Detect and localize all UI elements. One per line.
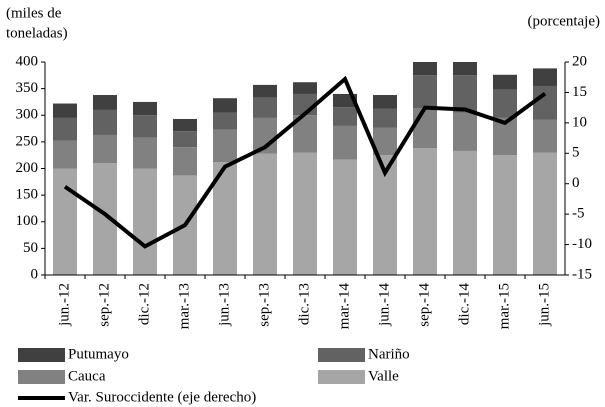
- bar-segment: [173, 147, 197, 176]
- bar-segment: [173, 118, 197, 132]
- x-tick-label: sep.-12: [96, 283, 112, 327]
- x-tick-label: dic.-13: [296, 283, 312, 325]
- bar-segment: [493, 74, 517, 90]
- y2-tick-label: 5: [572, 145, 580, 161]
- bar-segment: [53, 103, 77, 118]
- x-tick-label: jun.-13: [216, 283, 232, 327]
- y-tick-label: 150: [16, 187, 39, 203]
- x-tick-label: mar.-13: [176, 283, 192, 329]
- bar-segment: [93, 109, 117, 135]
- line-series: [63, 75, 547, 249]
- y2-axis-label: (porcentaje): [528, 13, 600, 29]
- x-tick-label: jun.-14: [376, 283, 392, 327]
- y-tick-label: 100: [16, 213, 39, 229]
- x-tick-label: dic.-14: [456, 283, 472, 326]
- x-tick-label: mar.-15: [496, 283, 512, 329]
- y2-tick-label: 0: [572, 175, 580, 191]
- bar-segment: [333, 159, 357, 275]
- x-tick-label: dic.-12: [136, 283, 152, 325]
- bar-segment: [213, 129, 237, 163]
- y-tick-label: 300: [16, 107, 39, 123]
- bar-segment: [493, 89, 517, 118]
- legend-label: Valle: [368, 368, 399, 384]
- y-axis-label: toneladas): [6, 25, 68, 41]
- bar-segment: [213, 112, 237, 130]
- bar-segment: [213, 98, 237, 113]
- legend-swatch: [18, 348, 65, 362]
- bar-segment: [293, 82, 317, 94]
- legend-swatch: [318, 348, 365, 362]
- bar-segment: [253, 97, 277, 118]
- bar-segment: [453, 75, 477, 113]
- bar-segment: [253, 153, 277, 275]
- y2-tick-label: 10: [572, 114, 587, 130]
- bar-segment: [373, 95, 397, 109]
- bar-segment: [333, 125, 357, 160]
- bar-segment: [253, 84, 277, 98]
- bar-segment: [413, 62, 437, 76]
- y-tick-label: 0: [31, 266, 39, 282]
- bar-segment: [453, 112, 477, 151]
- bar-segment: [53, 168, 77, 275]
- legend-label: Var. Suroccidente (eje derecho): [68, 389, 256, 405]
- y-tick-label: 50: [23, 240, 38, 256]
- y2-tick-label: -5: [572, 206, 585, 222]
- bar-segment: [453, 150, 477, 275]
- bar-segment: [533, 68, 557, 86]
- x-tick-label: jun.-12: [56, 283, 72, 327]
- legend-label: Putumayo: [68, 346, 129, 362]
- bar-segment: [93, 95, 117, 110]
- legend-label: Nariño: [368, 346, 410, 362]
- bar-segment: [53, 140, 77, 169]
- bar-segment: [533, 119, 557, 153]
- bar-segment: [453, 62, 477, 76]
- bar-segment: [293, 152, 317, 275]
- bar-segment: [133, 168, 157, 275]
- legend-swatch: [318, 370, 365, 384]
- y2-tick-label: -15: [572, 266, 592, 282]
- legend-swatch: [18, 370, 65, 384]
- bar-segment: [133, 101, 157, 116]
- bar-segment: [413, 108, 437, 149]
- bar-segment: [533, 85, 557, 120]
- bar-segment: [333, 107, 357, 126]
- bar-segment: [133, 137, 157, 169]
- y2-tick-label: 20: [572, 53, 587, 69]
- legend-label: Cauca: [68, 368, 106, 384]
- y-tick-label: 400: [16, 53, 39, 69]
- y2-tick-label: 15: [572, 84, 587, 100]
- x-tick-label: sep.-13: [256, 283, 272, 327]
- bar-segment: [493, 155, 517, 275]
- bar-segment: [133, 115, 157, 138]
- x-tick-label: jun.-15: [536, 283, 552, 327]
- bar-segment: [413, 148, 437, 275]
- bar-segment: [373, 108, 397, 128]
- bar-segment: [413, 75, 437, 109]
- y-tick-label: 350: [16, 80, 39, 96]
- y2-tick-label: -10: [572, 236, 592, 252]
- x-tick-label: sep.-14: [416, 283, 432, 327]
- bar-segment: [533, 152, 557, 275]
- bar-segment: [53, 117, 77, 141]
- bar-segment: [93, 134, 117, 164]
- x-tick-label: mar.-14: [336, 283, 352, 330]
- y-axis-label: (miles de: [6, 5, 62, 21]
- bar-segment: [173, 131, 197, 148]
- y-tick-label: 250: [16, 133, 39, 149]
- y-tick-label: 200: [16, 160, 39, 176]
